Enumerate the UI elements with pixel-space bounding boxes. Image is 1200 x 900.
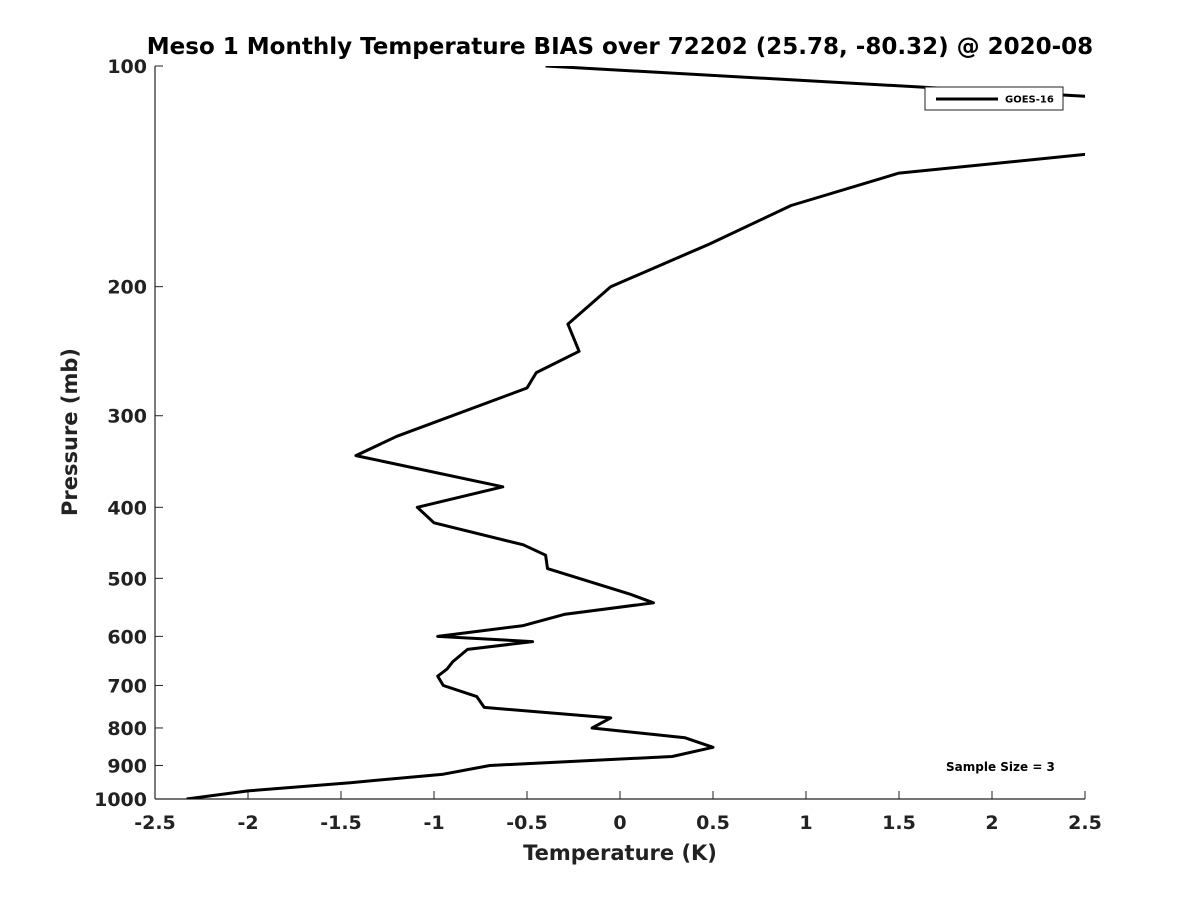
y-tick-label: 1000 — [94, 789, 147, 811]
x-axis-ticks: -2.5 -2 -1.5 -1 -0.5 0 0.5 1 1.5 2 2.5 — [134, 791, 1102, 834]
y-tick-label: 400 — [107, 497, 147, 519]
x-tick-label: 0.5 — [696, 812, 730, 834]
legend-label: GOES-16 — [1005, 95, 1054, 106]
x-tick-label: -2 — [237, 812, 258, 834]
legend: GOES-16 — [924, 86, 1064, 111]
x-tick-label: -0.5 — [506, 812, 548, 834]
x-tick-label: 2.5 — [1068, 812, 1102, 834]
y-axis-label: Pressure (mb) — [58, 348, 82, 516]
series-line-goes-16 — [186, 66, 1085, 799]
y-tick-label: 200 — [107, 277, 147, 299]
x-tick-label: 1.5 — [882, 812, 916, 834]
x-tick-label: 2 — [985, 812, 998, 834]
x-tick-label: 0 — [613, 812, 626, 834]
y-tick-label: 900 — [107, 755, 147, 777]
y-tick-label: 700 — [107, 675, 147, 697]
y-tick-label: 600 — [107, 626, 147, 648]
x-tick-label: -2.5 — [134, 812, 176, 834]
x-tick-label: -1 — [423, 812, 444, 834]
y-axis-ticks: 100 200 300 400 500 600 700 800 900 1000 — [94, 56, 163, 811]
x-axis-label: Temperature (K) — [523, 841, 717, 865]
sample-size-annotation: Sample Size = 3 — [946, 760, 1055, 774]
y-tick-label: 100 — [107, 56, 147, 78]
y-tick-label: 800 — [107, 718, 147, 740]
chart-title: Meso 1 Monthly Temperature BIAS over 722… — [147, 34, 1093, 60]
x-tick-label: -1.5 — [320, 812, 362, 834]
y-tick-label: 500 — [107, 568, 147, 590]
x-tick-label: 1 — [799, 812, 812, 834]
y-tick-label: 300 — [107, 406, 147, 428]
